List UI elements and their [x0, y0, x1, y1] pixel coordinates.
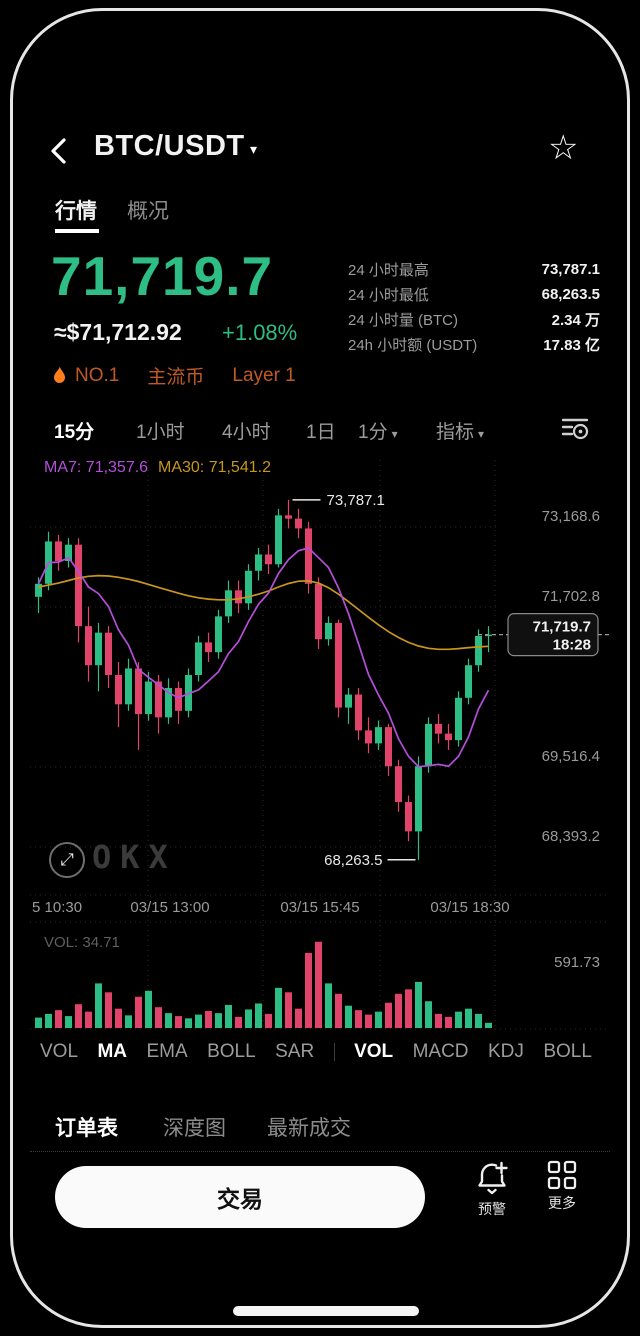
last-price: 71,719.7 — [51, 245, 274, 307]
expand-icon: ⤢ — [60, 850, 74, 869]
caret-down-icon: ▾ — [391, 427, 398, 441]
ma30-legend: MA30: 71,541.2 — [158, 459, 271, 476]
indicator-ma[interactable]: MA — [97, 1041, 128, 1062]
svg-text:591.73: 591.73 — [554, 954, 600, 971]
timeframe-1h[interactable]: 1小时 — [136, 422, 185, 443]
high-annotation: 73,787.1 — [292, 492, 385, 509]
alert-label: 预警 — [478, 1201, 506, 1217]
timeframe-1min-dropdown[interactable]: 1分 ▾ — [358, 422, 398, 443]
favorite-star-icon[interactable]: ☆ — [548, 129, 579, 167]
stat-row: 24h 小时额 (USDT) 17.83 亿 — [348, 337, 600, 354]
svg-text:68,263.5: 68,263.5 — [324, 852, 382, 869]
flame-icon — [52, 366, 67, 385]
price-chart[interactable]: 73,168.6 71,702.8 69,516.4 68,393.2 5 10:30 0… — [30, 455, 610, 1033]
caret-down-icon: ▾ — [478, 427, 485, 441]
svg-text:03/15 18:30: 03/15 18:30 — [430, 899, 509, 916]
rank-tag: NO.1 — [75, 364, 120, 386]
svg-text:71,719.7: 71,719.7 — [533, 619, 591, 636]
home-indicator — [233, 1306, 419, 1316]
chart-grid — [30, 460, 610, 1030]
last-price-tag: 71,719.718:28 — [478, 613, 610, 657]
back-button[interactable] — [48, 136, 74, 166]
tab-overview[interactable]: 概况 — [127, 200, 169, 223]
svg-text:VOL: 34.71: VOL: 34.71 — [44, 934, 120, 951]
pair-dropdown-caret-icon: ▾ — [250, 141, 258, 157]
indicator-boll[interactable]: BOLL — [207, 1041, 256, 1062]
ma-lines — [37, 547, 490, 768]
x-axis-labels: 5 10:30 03/15 13:00 03/15 15:45 03/15 18:30 — [32, 899, 510, 916]
indicator-kdj[interactable]: KDJ — [487, 1041, 524, 1062]
chart-settings-button[interactable] — [560, 416, 590, 442]
category-tag: 主流币 — [147, 367, 205, 388]
chart-settings-icon — [561, 418, 589, 440]
indicator-vol-sub[interactable]: VOL — [354, 1041, 394, 1062]
svg-text:03/15 15:45: 03/15 15:45 — [280, 899, 359, 916]
svg-text:03/15 13:00: 03/15 13:00 — [130, 899, 209, 916]
indicator-boll-sub[interactable]: BOLL — [543, 1041, 592, 1062]
stat-row: 24 小时最低 68,263.5 — [348, 286, 600, 304]
indicator-ema[interactable]: EMA — [146, 1041, 188, 1062]
svg-text:18:28: 18:28 — [553, 637, 591, 654]
chevron-left-icon — [51, 138, 66, 164]
svg-text:73,787.1: 73,787.1 — [327, 492, 385, 509]
indicator-macd[interactable]: MACD — [412, 1041, 469, 1062]
indicator-divider — [333, 1043, 335, 1061]
grid-more-icon — [547, 1160, 577, 1190]
expand-chart-button[interactable]: ⤢ — [49, 842, 85, 878]
tab-depth-chart[interactable]: 深度图 — [163, 1117, 226, 1140]
svg-text:69,516.4: 69,516.4 — [542, 748, 600, 765]
stat-row: 24 小时量 (BTC) 2.34 万 — [348, 312, 600, 329]
svg-text:71,702.8: 71,702.8 — [542, 588, 600, 605]
tab-order-book[interactable]: 订单表 — [55, 1117, 118, 1140]
timeframe-4h[interactable]: 4小时 — [222, 422, 271, 443]
svg-text:68,393.2: 68,393.2 — [542, 828, 600, 845]
stat-row: 24 小时最高 73,787.1 — [348, 261, 600, 279]
more-label: 更多 — [548, 1195, 576, 1211]
price-change-percent: +1.08% — [222, 320, 298, 345]
okx-watermark: OKX — [92, 838, 177, 876]
stats-panel: 24 小时最高 73,787.1 24 小时最低 68,263.5 24 小时量 (… — [348, 257, 600, 357]
alert-button[interactable]: 预警 — [460, 1160, 524, 1219]
tab-quotes[interactable]: 行情 — [55, 200, 97, 223]
timeframe-1d[interactable]: 1日 — [306, 422, 336, 443]
candles-group — [35, 499, 492, 860]
low-annotation: 68,263.5 — [324, 852, 416, 869]
token-tags: NO.1 主流币 Layer 1 — [52, 362, 296, 389]
ma7-line — [37, 547, 490, 768]
indicator-dropdown[interactable]: 指标 ▾ — [436, 422, 485, 443]
tab-latest-trades[interactable]: 最新成交 — [267, 1117, 351, 1140]
y-axis-labels: 73,168.6 71,702.8 69,516.4 68,393.2 — [542, 508, 600, 845]
volume-bars — [35, 941, 492, 1028]
bell-plus-icon — [478, 1161, 508, 1195]
section-divider — [30, 1151, 610, 1152]
indicator-vol-main[interactable]: VOL — [40, 1041, 79, 1062]
indicator-sar[interactable]: SAR — [275, 1041, 315, 1062]
trade-button[interactable]: 交易 — [55, 1166, 425, 1228]
layer-tag: Layer 1 — [232, 364, 296, 386]
ma30-line — [38, 574, 489, 651]
timeframe-15m[interactable]: 15分 — [54, 422, 95, 443]
svg-text:5 10:30: 5 10:30 — [32, 899, 82, 916]
more-button[interactable]: 更多 — [530, 1160, 594, 1213]
fiat-price: ≈$71,712.92 — [54, 319, 182, 345]
volume-labels: VOL: 34.71 591.73 — [44, 934, 600, 971]
active-tab-underline — [55, 229, 99, 233]
ma7-legend: MA7: 71,357.6 — [44, 459, 149, 476]
svg-text:73,168.6: 73,168.6 — [542, 508, 600, 525]
indicator-bar: VOL MA EMA BOLL SAR VOL MACD KDJ BOLL — [40, 1041, 592, 1063]
pair-title[interactable]: BTC/USDT — [94, 130, 245, 162]
